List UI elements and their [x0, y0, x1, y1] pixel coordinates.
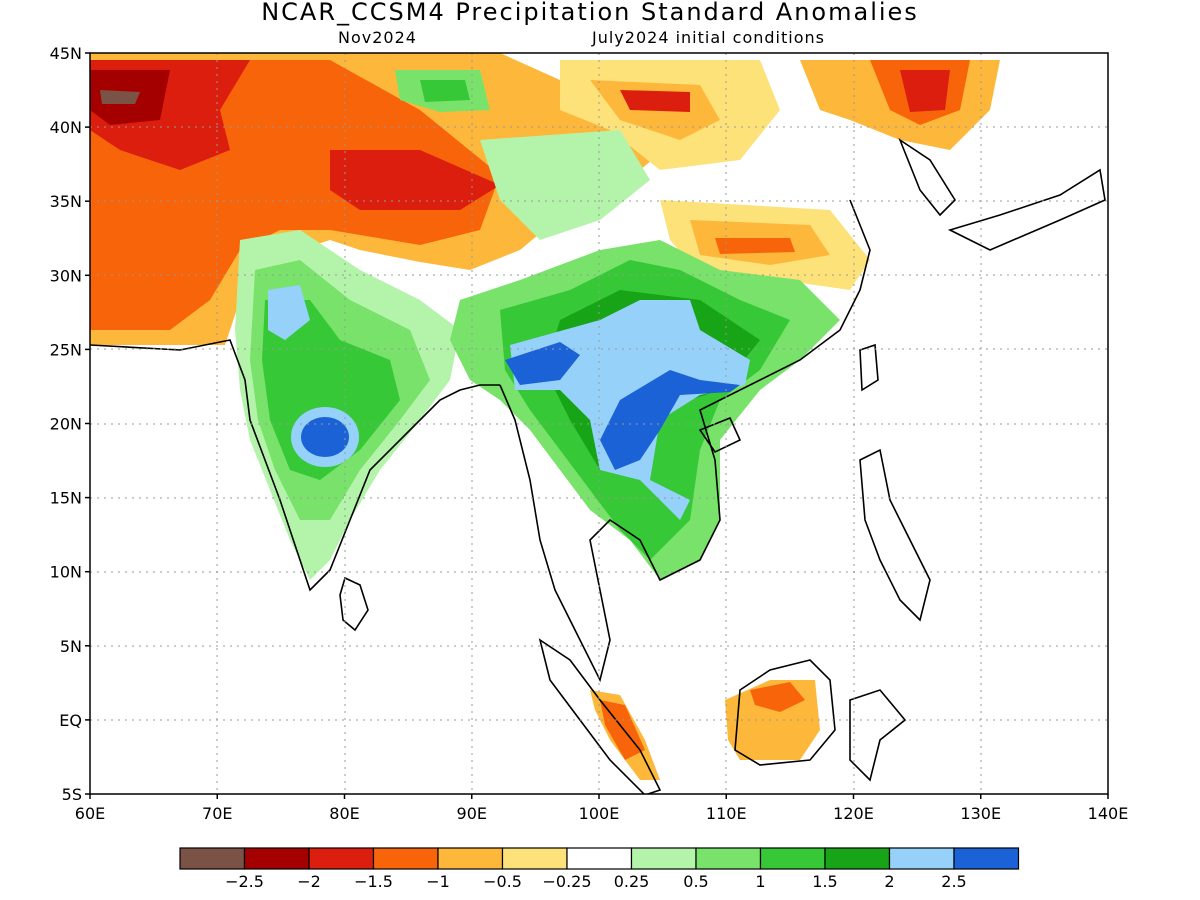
- colorbar-swatch: [953, 847, 1020, 870]
- lon-tick-label: 140E: [1088, 804, 1129, 823]
- coast-sumatra: [538, 638, 662, 794]
- lat-tick-label: 35N: [50, 192, 82, 211]
- gridlines: [90, 53, 1108, 794]
- wet-patch-north-core: [420, 80, 470, 102]
- colorbar-swatch: [501, 847, 568, 870]
- lat-tick-label: 15N: [50, 489, 82, 508]
- dry-peak-mongolia: [620, 90, 690, 112]
- dry-peak-central-china: [715, 238, 795, 254]
- dry-peak-manchuria: [900, 70, 950, 112]
- lat-tick-label: 45N: [50, 44, 82, 63]
- lat-tick-label: 20N: [50, 415, 82, 434]
- wet-band-tibet: [480, 130, 650, 240]
- lat-tick-label: 10N: [50, 563, 82, 582]
- colorbar-swatch: [372, 847, 439, 870]
- colorbar-label: 0.25: [614, 872, 650, 891]
- lon-tick-label: 80E: [329, 804, 359, 823]
- colorbar-swatch: [695, 847, 762, 870]
- lon-tick-label: 70E: [202, 804, 232, 823]
- colorbar-label: −2.5: [225, 872, 264, 891]
- lon-tick-label: 90E: [457, 804, 487, 823]
- coast-japan: [947, 168, 1106, 251]
- lon-tick-label: 100E: [579, 804, 620, 823]
- colorbar-swatch: [759, 847, 826, 870]
- colorbar-label: 2.5: [941, 872, 966, 891]
- wet-peak-laos: [600, 370, 740, 470]
- lon-tick-label: 120E: [833, 804, 874, 823]
- latitude-ticks: 45N 40N 35N 30N 25N 20N 15N 10N 5N EQ 5S: [50, 44, 90, 804]
- coast-taiwan: [859, 343, 879, 392]
- colorbar-swatch: [179, 847, 246, 870]
- coast-korea: [898, 137, 957, 217]
- colorbar-swatch: [888, 847, 955, 870]
- colorbar-label: 1: [755, 872, 765, 891]
- coast-indochina: [499, 199, 871, 683]
- longitude-ticks: 60E 70E 80E 90E 100E 110E 120E 130E 140E: [75, 794, 1129, 823]
- dry-extreme-west: [100, 90, 140, 104]
- coast-borneo: [734, 659, 836, 766]
- colorbar-label: −0.25: [542, 872, 591, 891]
- lon-tick-label: 110E: [706, 804, 747, 823]
- dry-tibet-band: [330, 150, 500, 210]
- lat-tick-label: 5N: [60, 637, 82, 656]
- coast-india: [90, 339, 500, 592]
- colorbar-label: −1: [426, 872, 450, 891]
- colorbar-swatch: [437, 847, 504, 870]
- forecast-month: Nov2024: [338, 28, 417, 47]
- map-title: NCAR_CCSM4 Precipitation Standard Anomal…: [261, 0, 919, 26]
- colorbar-label: 0.5: [683, 872, 708, 891]
- colorbar-swatch: [566, 847, 633, 870]
- colorbar-swatch: [824, 847, 891, 870]
- lat-tick-label: EQ: [59, 711, 82, 730]
- wet-peak-myanmar: [505, 342, 580, 385]
- colorbar-label: 2: [884, 872, 894, 891]
- wet-peak-india-north: [268, 285, 310, 340]
- initial-conditions: July2024 initial conditions: [592, 28, 825, 47]
- coast-sulawesi: [849, 689, 907, 782]
- anomaly-field: [90, 53, 1000, 780]
- colorbar: −2.5 −2 −1.5 −1 −0.5 −0.25 0.25 0.5 1 1.5 2 2.5: [179, 847, 1020, 891]
- colorbar-label: −1.5: [354, 872, 393, 891]
- lat-tick-label: 30N: [50, 266, 82, 285]
- colorbar-label: 1.5: [812, 872, 837, 891]
- coastlines: [90, 137, 1106, 794]
- colorbar-swatch: [630, 847, 697, 870]
- lon-tick-label: 60E: [75, 804, 105, 823]
- colorbar-label: −2: [297, 872, 321, 891]
- lat-tick-label: 40N: [50, 118, 82, 137]
- colorbar-swatch: [243, 847, 310, 870]
- colorbar-swatch: [308, 847, 375, 870]
- coast-sri-lanka: [339, 576, 369, 632]
- colorbar-label: −0.5: [483, 872, 522, 891]
- coast-hainan: [698, 416, 742, 454]
- lat-tick-label: 5S: [62, 785, 82, 804]
- coast-philippines: [859, 448, 931, 622]
- dry-core-borneo: [750, 682, 805, 712]
- lon-tick-label: 130E: [960, 804, 1001, 823]
- lat-tick-label: 25N: [50, 340, 82, 359]
- wet-peak-india: [301, 417, 349, 457]
